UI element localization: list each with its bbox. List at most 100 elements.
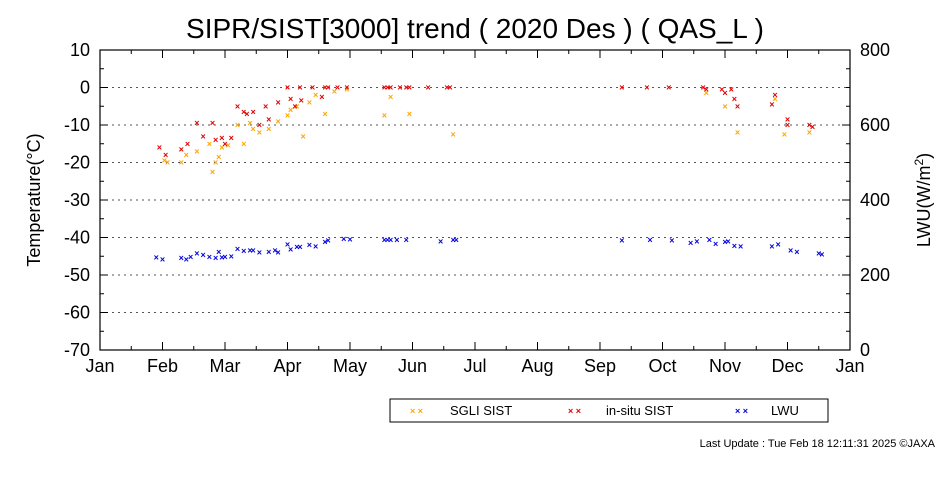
data-point: × — [450, 235, 455, 245]
data-point: × — [257, 128, 262, 138]
data-point: × — [647, 235, 652, 245]
data-point: × — [785, 114, 790, 124]
data-point: × — [322, 83, 327, 93]
data-point: × — [213, 253, 218, 263]
data-point: × — [266, 124, 271, 134]
legend-box — [389, 398, 829, 423]
x-tick-label: Nov — [709, 356, 741, 376]
data-point: × — [707, 235, 712, 245]
data-point: × — [732, 241, 737, 251]
y2-tick-label: 0 — [860, 340, 870, 360]
data-point: × — [407, 83, 412, 93]
y2-axis-label-main: LWU(W/m — [914, 166, 934, 248]
x-tick-label: Sep — [584, 356, 616, 376]
data-point: × — [157, 143, 162, 153]
data-point: × — [794, 247, 799, 257]
data-point: × — [213, 158, 218, 168]
y-tick-label: -20 — [64, 153, 90, 173]
data-point: × — [210, 167, 215, 177]
x-tick-label: Jan — [85, 356, 114, 376]
data-point: × — [382, 83, 387, 93]
data-point: × — [385, 235, 390, 245]
data-point: × — [235, 120, 240, 130]
data-point: × — [454, 235, 459, 245]
data-point: × — [188, 252, 193, 262]
data-point: × — [194, 146, 199, 156]
legend: × × SGLI SIST × × in-situ SIST × × LWU — [389, 398, 829, 423]
data-point: × — [782, 129, 787, 139]
data-point: × — [425, 83, 430, 93]
legend-sgli-marker: × × — [410, 406, 423, 416]
legend-sgli-label: SGLI SIST — [450, 403, 512, 418]
data-point: × — [704, 88, 709, 98]
data-point: × — [235, 101, 240, 111]
data-point: × — [388, 92, 393, 102]
data-point: × — [704, 84, 709, 94]
data-point: × — [335, 83, 340, 93]
data-point: × — [332, 86, 337, 96]
data-point: × — [247, 246, 252, 256]
chart-title: SIPR/SIST[3000] trend ( 2020 Des ) ( QAS… — [186, 13, 764, 44]
x-tick-label: Aug — [521, 356, 553, 376]
x-tick-label: Apr — [273, 356, 301, 376]
data-point: × — [325, 236, 330, 246]
data-point: × — [388, 83, 393, 93]
y-tick-label: -10 — [64, 115, 90, 135]
data-point: × — [160, 254, 165, 264]
data-point: × — [307, 98, 312, 108]
data-point: × — [769, 99, 774, 109]
data-point: × — [619, 236, 624, 246]
data-point: × — [344, 84, 349, 94]
data-point: × — [229, 251, 234, 261]
data-point: × — [772, 94, 777, 104]
data-point: × — [285, 83, 290, 93]
y-axis-label: Temperature(°C) — [24, 133, 44, 266]
data-point: × — [250, 107, 255, 117]
data-point: × — [210, 118, 215, 128]
data-point: × — [382, 111, 387, 121]
data-point: × — [729, 84, 734, 94]
data-point: × — [722, 237, 727, 247]
y2-tick-label: 600 — [860, 115, 890, 135]
data-point: × — [241, 246, 246, 256]
data-point: × — [275, 98, 280, 108]
y-tick-label: -70 — [64, 340, 90, 360]
data-point: × — [700, 83, 705, 93]
data-point: × — [225, 141, 230, 151]
legend-insitu-label: in-situ SIST — [606, 403, 673, 418]
data-point: × — [272, 246, 277, 256]
data-point: × — [194, 118, 199, 128]
data-point: × — [313, 90, 318, 100]
data-point: × — [288, 245, 293, 255]
data-point: × — [247, 118, 252, 128]
data-point: × — [297, 242, 302, 252]
y-tick-label: 0 — [80, 78, 90, 98]
data-point: × — [735, 101, 740, 111]
grid — [100, 87, 850, 313]
last-update-text: Last Update : Tue Feb 18 12:11:31 2025 ©… — [700, 438, 936, 450]
data-point: × — [300, 131, 305, 141]
data-point: × — [266, 247, 271, 257]
data-point: × — [263, 101, 268, 111]
data-point: × — [772, 90, 777, 100]
data-point: × — [184, 150, 189, 160]
data-point: × — [444, 83, 449, 93]
data-point: × — [163, 150, 168, 160]
data-point: × — [179, 158, 184, 168]
data-point: × — [275, 116, 280, 126]
data-point: × — [207, 139, 212, 149]
data-point: × — [285, 239, 290, 249]
axis-ticks — [99, 49, 851, 351]
y2-axis-label-sup: 2 — [912, 159, 926, 166]
data-point: × — [404, 235, 409, 245]
data-point: × — [250, 246, 255, 256]
data-point: × — [713, 239, 718, 249]
data-point: × — [447, 83, 452, 93]
data-point: × — [299, 96, 304, 106]
data-point: × — [788, 246, 793, 256]
data-point: × — [719, 84, 724, 94]
data-point: × — [397, 83, 402, 93]
data-point: × — [819, 249, 824, 259]
data-point: × — [185, 139, 190, 149]
